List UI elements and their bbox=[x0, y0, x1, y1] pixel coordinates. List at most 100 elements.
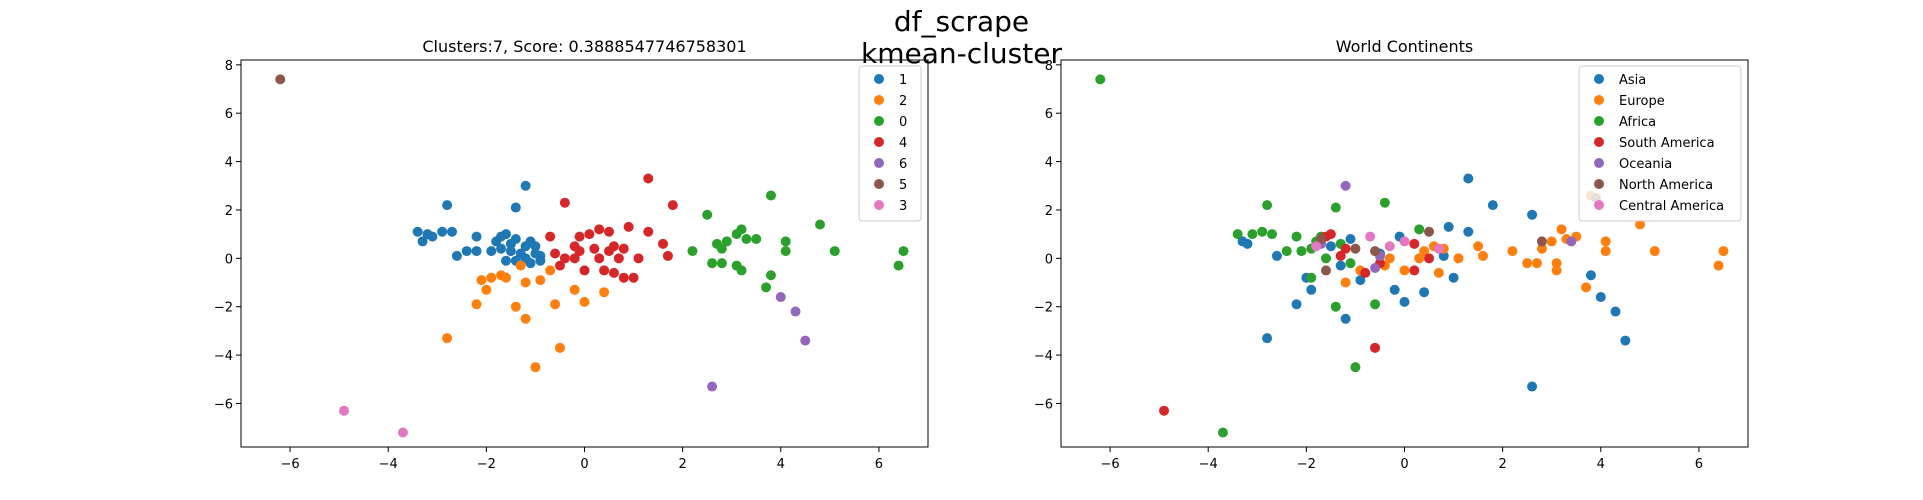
data-point bbox=[481, 284, 492, 295]
legend-marker bbox=[874, 200, 884, 210]
y-tick-label: 4 bbox=[1045, 156, 1053, 171]
y-tick-label: −6 bbox=[214, 397, 233, 412]
data-point bbox=[658, 238, 669, 249]
data-point bbox=[736, 265, 747, 276]
data-point bbox=[608, 241, 619, 252]
data-point bbox=[1433, 267, 1444, 278]
data-point bbox=[618, 272, 629, 283]
data-point bbox=[1649, 246, 1660, 257]
legend-box bbox=[858, 65, 922, 222]
data-point bbox=[554, 260, 565, 271]
data-point bbox=[559, 197, 570, 208]
legend-label: Europe bbox=[1619, 94, 1665, 109]
data-point bbox=[1463, 173, 1474, 184]
y-tick-label: 6 bbox=[225, 107, 233, 122]
data-point bbox=[662, 250, 673, 261]
data-point bbox=[815, 219, 826, 230]
data-point bbox=[1330, 202, 1341, 213]
data-point bbox=[667, 200, 678, 211]
data-point bbox=[1419, 287, 1430, 298]
data-point bbox=[1350, 243, 1361, 254]
x-tick-label: 4 bbox=[777, 457, 785, 472]
legend-label: 6 bbox=[899, 157, 907, 172]
data-point bbox=[633, 253, 644, 264]
data-point bbox=[707, 381, 718, 392]
legend-label: 4 bbox=[899, 136, 907, 151]
data-point bbox=[510, 202, 521, 213]
y-tick-label: 4 bbox=[225, 156, 233, 171]
data-point bbox=[687, 246, 698, 257]
legend-label: North America bbox=[1619, 178, 1713, 193]
data-point bbox=[1316, 233, 1327, 244]
data-point bbox=[1291, 299, 1302, 310]
data-point bbox=[1360, 267, 1371, 278]
legend-label: Oceania bbox=[1619, 157, 1672, 172]
data-point bbox=[1350, 362, 1361, 373]
data-point bbox=[510, 233, 521, 244]
data-point bbox=[1424, 253, 1435, 264]
continent-scatter-panel: World Continents −6 −4 −2 0 2 4 6 −6 −4 −2 0 2 4 6 8 Asi… bbox=[1034, 37, 1749, 472]
data-point bbox=[716, 243, 727, 254]
data-point bbox=[471, 231, 482, 242]
data-point bbox=[1478, 250, 1489, 261]
figure-suptitle-line1: df_scrape bbox=[893, 5, 1030, 38]
data-point bbox=[1433, 243, 1444, 254]
data-point bbox=[515, 260, 526, 271]
data-point bbox=[1424, 226, 1435, 237]
series-asia bbox=[1237, 173, 1631, 392]
legend-marker bbox=[874, 179, 884, 189]
data-point bbox=[1370, 246, 1381, 257]
data-point bbox=[790, 306, 801, 317]
y-tick-label: −6 bbox=[1034, 397, 1053, 412]
legend-marker bbox=[1594, 200, 1604, 210]
chart-title: World Continents bbox=[1336, 37, 1474, 56]
series-europe bbox=[1340, 190, 1729, 293]
legend: 1 2 0 4 6 5 3 bbox=[858, 65, 922, 222]
x-tick-label: 0 bbox=[1400, 457, 1408, 472]
data-point bbox=[1595, 292, 1606, 303]
data-point bbox=[442, 200, 453, 211]
x-tick-label: 6 bbox=[1695, 457, 1703, 472]
data-point bbox=[761, 282, 772, 293]
data-point bbox=[716, 258, 727, 269]
data-point bbox=[1355, 275, 1366, 286]
data-point bbox=[1443, 221, 1454, 232]
figure-suptitle-line2: kmean-cluster bbox=[861, 37, 1062, 70]
axes-frame bbox=[240, 59, 929, 448]
data-point bbox=[1487, 200, 1498, 211]
legend-label: 5 bbox=[899, 178, 907, 193]
y-tick-label: 2 bbox=[1045, 204, 1053, 219]
data-point bbox=[702, 209, 713, 220]
data-point bbox=[1267, 229, 1278, 240]
data-point bbox=[397, 427, 408, 438]
data-point bbox=[1453, 253, 1464, 264]
data-point bbox=[1242, 238, 1253, 249]
data-point bbox=[1718, 246, 1729, 257]
x-tick-label: −2 bbox=[1297, 457, 1316, 472]
legend-marker bbox=[874, 95, 884, 105]
data-point bbox=[530, 362, 541, 373]
legend-marker bbox=[1594, 179, 1604, 189]
data-point bbox=[1345, 258, 1356, 269]
legend-marker bbox=[1594, 95, 1604, 105]
data-point bbox=[500, 255, 511, 266]
data-point bbox=[618, 243, 629, 254]
legend-marker bbox=[874, 158, 884, 168]
y-tick-label: 2 bbox=[225, 204, 233, 219]
data-point bbox=[520, 313, 531, 324]
data-point bbox=[1340, 313, 1351, 324]
legend-marker bbox=[1594, 137, 1604, 147]
data-point bbox=[1159, 405, 1170, 416]
data-point bbox=[1335, 250, 1346, 261]
data-point bbox=[1320, 265, 1331, 276]
data-point bbox=[505, 246, 516, 257]
data-point bbox=[1095, 74, 1106, 85]
series-south-america bbox=[1159, 229, 1435, 416]
cluster-scatter-panel: Clusters:7, Score: 0.3888547746758301 −6 −… bbox=[214, 37, 929, 472]
x-tick-label: −4 bbox=[1199, 457, 1218, 472]
data-point bbox=[545, 265, 556, 276]
data-point bbox=[1536, 243, 1547, 254]
data-point bbox=[584, 229, 595, 240]
data-point bbox=[1325, 241, 1336, 252]
data-point bbox=[545, 231, 556, 242]
